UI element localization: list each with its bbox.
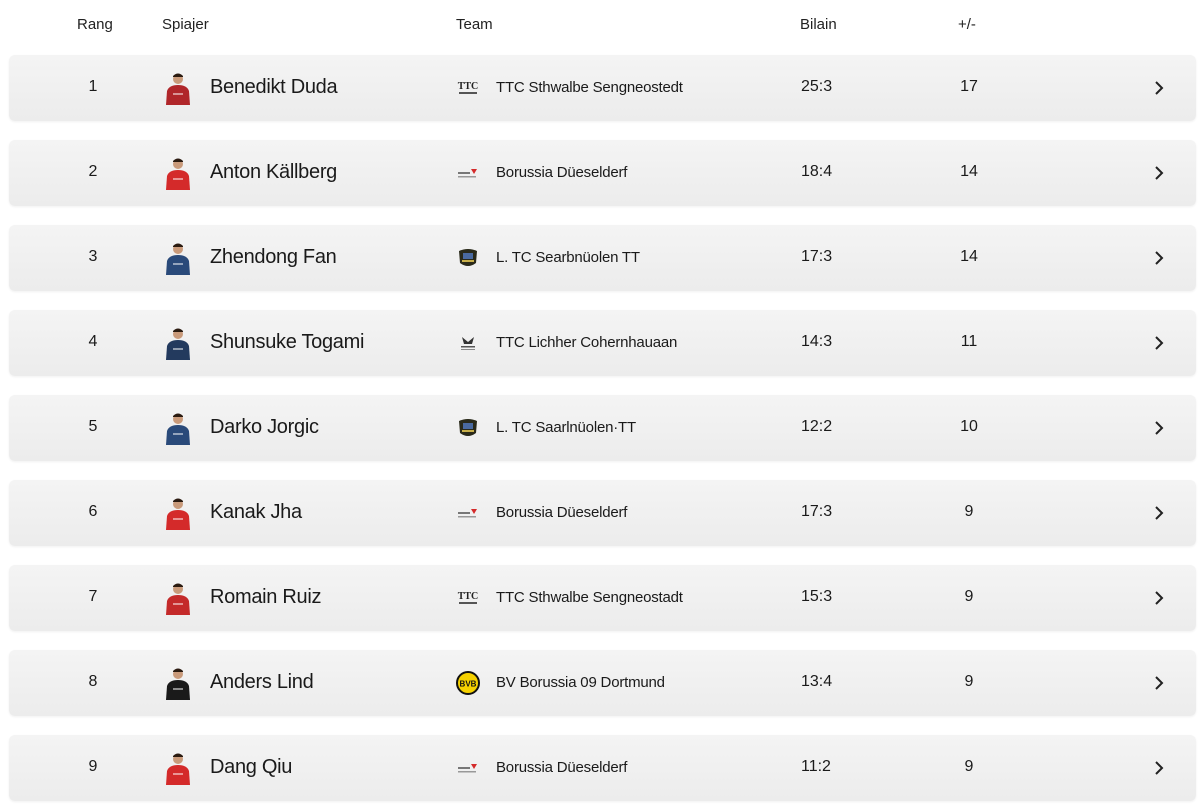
team-name[interactable]: L. TC Saarlnüolen·TT — [496, 419, 636, 436]
table-row[interactable]: 8 Anders Lind BVB BV Borussia 09 Dortmund 13… — [9, 650, 1196, 716]
svg-text:TTC: TTC — [458, 591, 479, 602]
team-name[interactable]: L. TC Searbnüolen TT — [496, 249, 640, 266]
table-row[interactable]: 3 Zhendong Fan L. TC Searbnüolen TT 17:3 14 — [9, 225, 1196, 291]
team-name[interactable]: TTC Lichher Cohernhauaan — [496, 334, 678, 351]
record: 13:4 — [801, 673, 833, 690]
player-avatar — [164, 71, 192, 105]
chevron-right-icon[interactable] — [1150, 164, 1168, 182]
rank: 8 — [88, 673, 98, 690]
team-name[interactable]: Borussia Düeselderf — [496, 504, 628, 521]
record: 12:2 — [801, 418, 833, 435]
diff: 14 — [960, 163, 978, 180]
rank: 7 — [88, 588, 98, 605]
table-row[interactable]: 2 Anton Källberg Borussia Düeselderf 18:4 14 — [9, 140, 1196, 206]
svg-text:BVB: BVB — [460, 680, 477, 689]
table-row[interactable]: 7 Romain Ruiz TTC TTC Sthwalbe Sengneostadt… — [9, 565, 1196, 631]
table-row[interactable]: 4 Shunsuke Togami TTC Lichher Cohernhauaan… — [9, 310, 1196, 376]
record: 15:3 — [801, 588, 833, 605]
rank: 3 — [88, 248, 98, 265]
team-name[interactable]: BV Borussia 09 Dortmund — [496, 674, 665, 691]
header-record: Bilain — [800, 16, 837, 33]
player-name[interactable]: Romain Ruiz — [210, 586, 322, 608]
chevron-right-icon[interactable] — [1150, 249, 1168, 267]
team-logo-icon — [456, 246, 480, 270]
player-name[interactable]: Kanak Jha — [210, 501, 302, 523]
chevron-right-icon[interactable] — [1150, 504, 1168, 522]
diff: 11 — [960, 333, 978, 350]
chevron-right-icon[interactable] — [1150, 674, 1168, 692]
player-name[interactable]: Darko Jorgic — [210, 416, 319, 438]
team-logo-icon — [456, 161, 480, 185]
player-avatar — [164, 581, 192, 615]
rank: 6 — [88, 503, 98, 520]
chevron-right-icon[interactable] — [1150, 759, 1168, 777]
record: 14:3 — [801, 333, 833, 350]
player-name[interactable]: Anton Källberg — [210, 161, 338, 183]
team-logo-icon: TTC — [456, 76, 480, 100]
player-name[interactable]: Dang Qiu — [210, 756, 293, 778]
player-name[interactable]: Shunsuke Togami — [210, 331, 365, 353]
team-logo-icon — [456, 501, 480, 525]
rank: 2 — [88, 163, 98, 180]
player-name[interactable]: Benedikt Duda — [210, 76, 338, 98]
team-name[interactable]: TTC Sthwalbe Sengneostedt — [496, 79, 683, 96]
rank: 9 — [88, 758, 98, 775]
team-logo-icon — [456, 756, 480, 780]
rank: 4 — [88, 333, 98, 350]
header-diff: +/- — [958, 16, 976, 33]
player-avatar — [164, 666, 192, 700]
header-rank: Rang — [77, 16, 113, 33]
player-name[interactable]: Zhendong Fan — [210, 246, 337, 268]
diff: 9 — [964, 758, 974, 775]
team-logo-icon — [456, 331, 480, 355]
chevron-right-icon[interactable] — [1150, 79, 1168, 97]
team-logo-icon: TTC — [456, 586, 480, 610]
record: 17:3 — [801, 503, 833, 520]
rank: 5 — [88, 418, 98, 435]
team-name[interactable]: Borussia Düeselderf — [496, 759, 628, 776]
table-row[interactable]: 5 Darko Jorgic L. TC Saarlnüolen·TT 12:2 10 — [9, 395, 1196, 461]
record: 17:3 — [801, 248, 833, 265]
player-avatar — [164, 751, 192, 785]
svg-text:TTC: TTC — [458, 81, 479, 92]
record: 11:2 — [801, 758, 831, 775]
rank: 1 — [88, 78, 98, 95]
diff: 17 — [960, 78, 978, 95]
diff: 14 — [960, 248, 978, 265]
player-avatar — [164, 411, 192, 445]
table-row[interactable]: 6 Kanak Jha Borussia Düeselderf 17:3 9 — [9, 480, 1196, 546]
player-avatar — [164, 326, 192, 360]
diff: 9 — [964, 503, 974, 520]
player-avatar — [164, 156, 192, 190]
diff: 10 — [960, 418, 978, 435]
table-row[interactable]: 9 Dang Qiu Borussia Düeselderf 11:2 9 — [9, 735, 1196, 801]
player-avatar — [164, 241, 192, 275]
diff: 9 — [964, 673, 974, 690]
header-team: Team — [456, 16, 493, 33]
team-name[interactable]: TTC Sthwalbe Sengneostadt — [496, 589, 683, 606]
record: 25:3 — [801, 78, 833, 95]
table-row[interactable]: 1 Benedikt Duda TTC TTC Sthwalbe Sengneoste… — [9, 55, 1196, 121]
chevron-right-icon[interactable] — [1150, 334, 1168, 352]
header-player: Spiajer — [162, 16, 209, 33]
player-avatar — [164, 496, 192, 530]
chevron-right-icon[interactable] — [1150, 589, 1168, 607]
diff: 9 — [964, 588, 974, 605]
record: 18:4 — [801, 163, 833, 180]
team-logo-icon — [456, 416, 480, 440]
player-name[interactable]: Anders Lind — [210, 671, 314, 693]
team-logo-icon: BVB — [456, 671, 480, 695]
team-name[interactable]: Borussia Düeselderf — [496, 164, 628, 181]
chevron-right-icon[interactable] — [1150, 419, 1168, 437]
